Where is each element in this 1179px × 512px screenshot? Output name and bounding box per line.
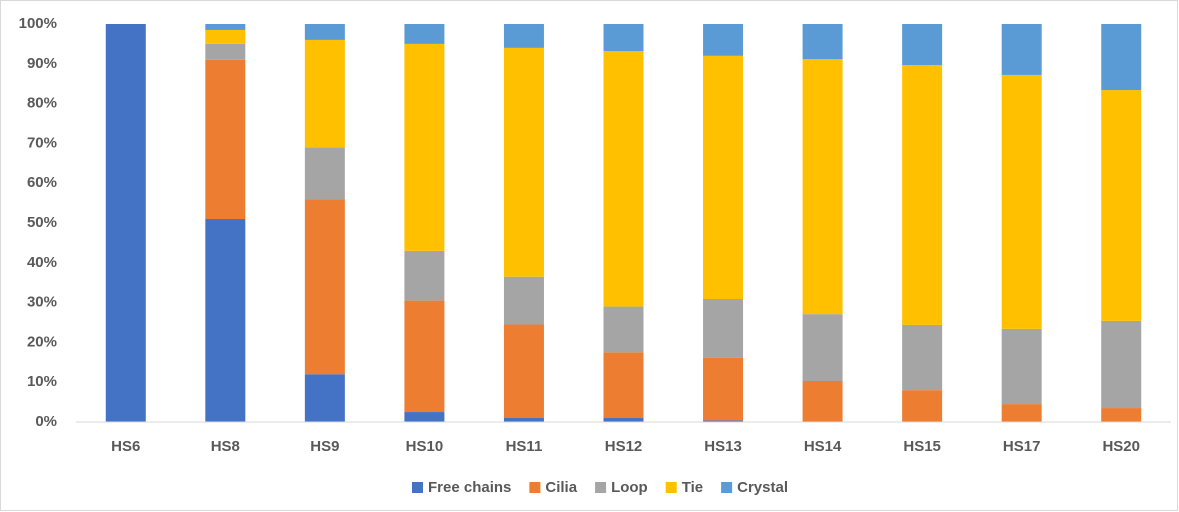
legend-label: Tie xyxy=(682,479,703,496)
bar-segment xyxy=(205,59,246,220)
legend-swatch xyxy=(595,482,607,493)
bar-segment xyxy=(603,24,644,52)
bar-segment xyxy=(603,352,644,419)
legend-swatch xyxy=(665,482,677,493)
bar-segment xyxy=(205,29,246,44)
bar-segment xyxy=(105,24,146,422)
y-tick-label: 70% xyxy=(27,134,57,151)
x-tick-label: HS8 xyxy=(211,438,240,455)
bar-segment xyxy=(304,374,345,422)
legend-label: Free chains xyxy=(428,479,511,496)
bar-segment xyxy=(1001,24,1042,75)
x-tick-label: HS11 xyxy=(506,438,543,455)
bar-segment xyxy=(205,219,246,422)
bar-segment xyxy=(304,147,345,200)
legend-label: Loop xyxy=(611,479,648,496)
bar-segment xyxy=(802,24,843,60)
bar-segment xyxy=(404,300,445,413)
bar-segment xyxy=(404,412,445,422)
bar-segment xyxy=(603,418,644,422)
bar-segment xyxy=(1001,328,1042,405)
bar-segment xyxy=(503,418,544,422)
bar-segment xyxy=(603,306,644,353)
y-tick-label: 60% xyxy=(27,174,57,191)
x-tick-label: HS9 xyxy=(310,438,339,455)
y-tick-label: 80% xyxy=(27,95,57,112)
bar-segment xyxy=(1101,24,1142,91)
x-tick-label: HS10 xyxy=(406,438,444,455)
legend-swatch xyxy=(412,482,424,493)
bar-segment xyxy=(902,24,943,65)
bar-segment xyxy=(902,64,943,325)
bar-segment xyxy=(703,357,744,421)
bar-segment xyxy=(205,43,246,60)
bar-segment xyxy=(304,39,345,148)
x-tick-label: HS12 xyxy=(605,438,643,455)
bar-segment xyxy=(404,24,445,44)
y-tick-label: 90% xyxy=(27,55,57,72)
y-tick-label: 20% xyxy=(27,333,57,350)
bar-segment xyxy=(703,55,744,300)
x-tick-label: HS17 xyxy=(1003,438,1041,455)
bar-segment xyxy=(304,199,345,375)
x-tick-label: HS14 xyxy=(804,438,842,455)
bar-segment xyxy=(802,381,843,422)
bar-segment xyxy=(1001,404,1042,422)
y-tick-label: 30% xyxy=(27,294,57,311)
legend-swatch xyxy=(721,482,733,493)
bar-segment xyxy=(802,59,843,315)
x-tick-label: HS20 xyxy=(1102,438,1140,455)
y-tick-label: 100% xyxy=(19,15,57,32)
bar-segment xyxy=(902,324,943,391)
bar-segment xyxy=(404,250,445,301)
bar-segment xyxy=(503,47,544,277)
x-tick-label: HS15 xyxy=(903,438,941,455)
bar-segment xyxy=(1001,74,1042,329)
y-tick-label: 10% xyxy=(27,373,57,390)
bar-segment xyxy=(902,390,943,422)
legend-label: Crystal xyxy=(737,479,788,496)
bar-segment xyxy=(802,314,843,382)
bar-segment xyxy=(503,324,544,419)
legend-swatch xyxy=(529,482,541,493)
x-tick-label: HS13 xyxy=(704,438,742,455)
bar-segment xyxy=(603,51,644,307)
bar-segment xyxy=(703,420,744,422)
y-tick-label: 40% xyxy=(27,254,57,271)
y-tick-label: 0% xyxy=(35,413,57,430)
bar-segment xyxy=(503,276,544,325)
bar-segment xyxy=(304,24,345,40)
bar-segment xyxy=(205,24,246,30)
bar-segment xyxy=(703,299,744,358)
bar-segment xyxy=(503,24,544,48)
bar-segment xyxy=(703,24,744,56)
bar-segment xyxy=(1101,408,1142,422)
bar-segment xyxy=(1101,320,1142,409)
legend-label: Cilia xyxy=(545,479,577,496)
bar-segment xyxy=(404,43,445,251)
x-tick-label: HS6 xyxy=(111,438,140,455)
bar-segment xyxy=(1101,90,1142,321)
y-tick-label: 50% xyxy=(27,214,57,231)
